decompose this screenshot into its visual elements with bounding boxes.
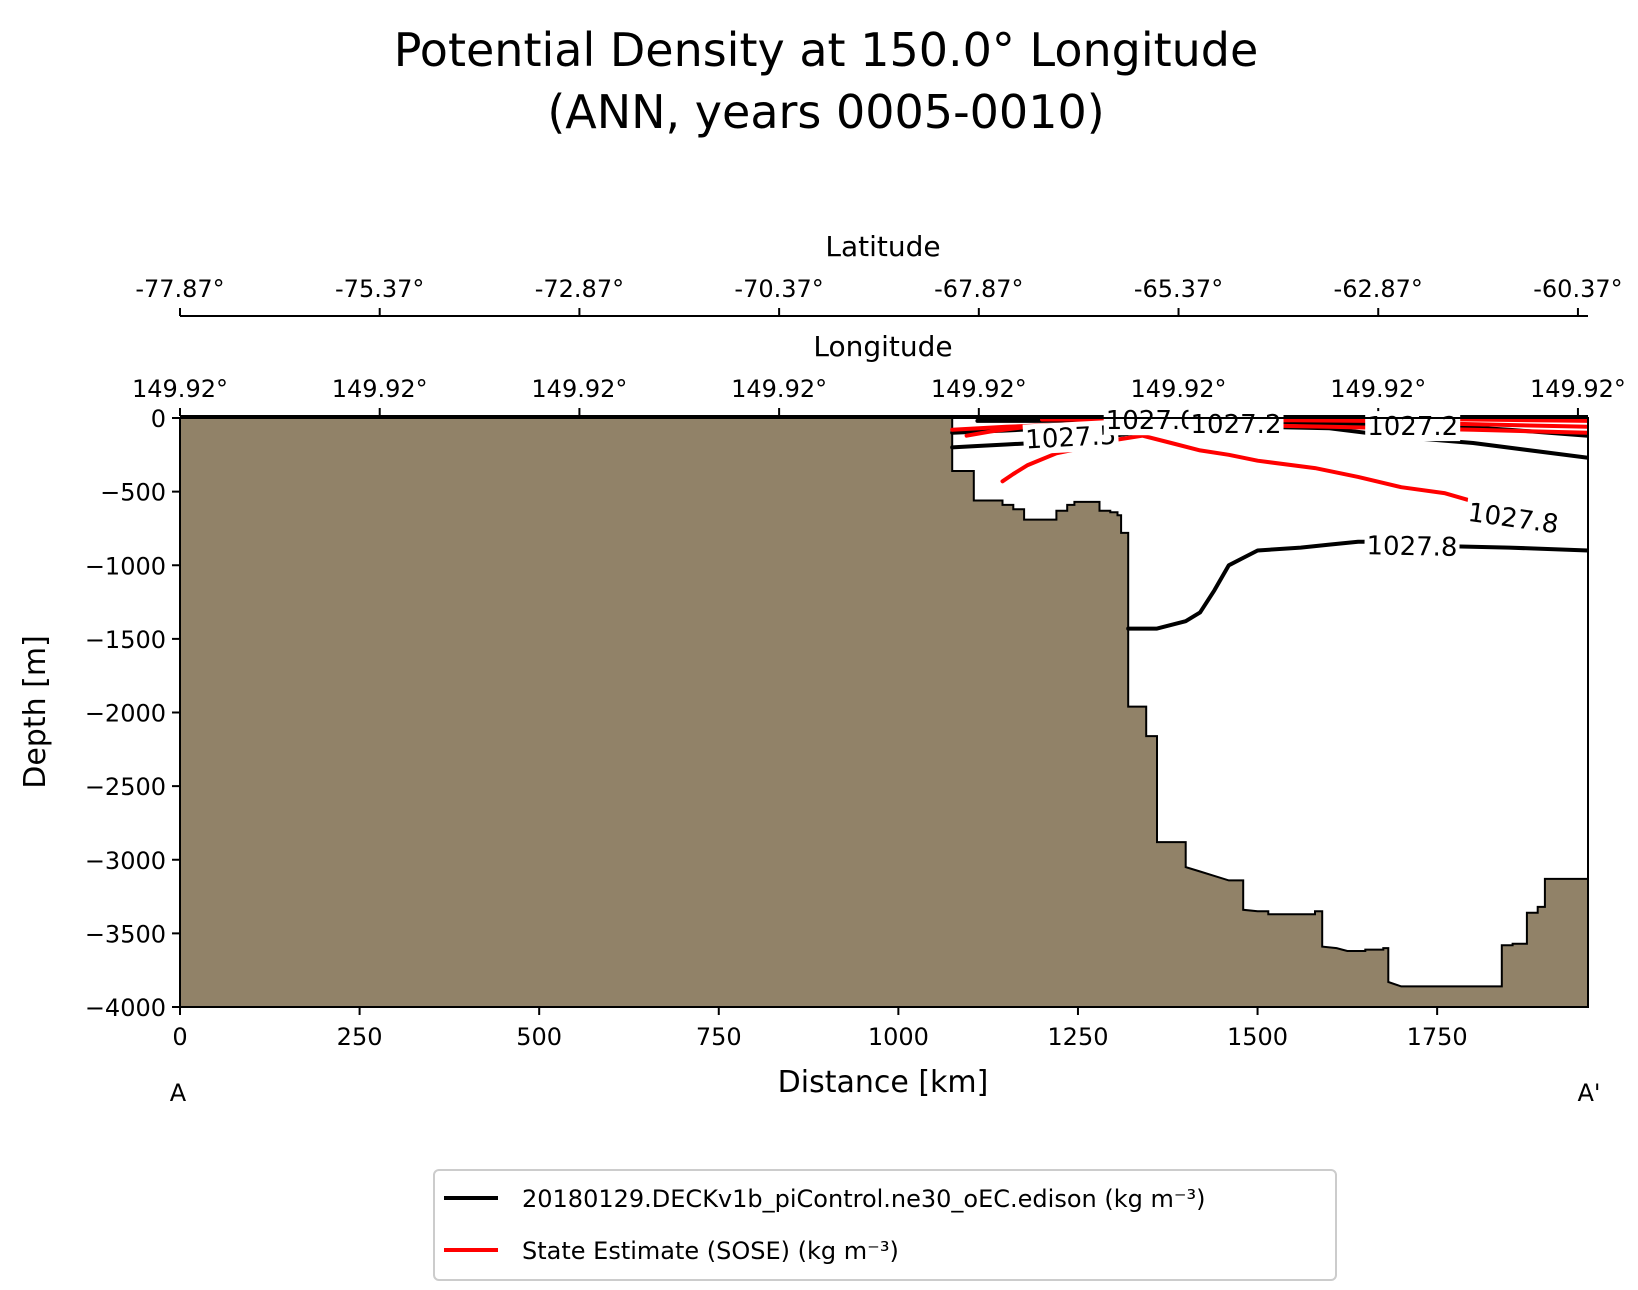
y-tick-label: −500 [100,479,166,507]
longitude-tick-label: 149.92° [332,375,428,403]
contour-label-group: 1027.0 [1103,405,1199,436]
contour-label-group: 1027.2 [1365,411,1461,442]
contour-label-sose-3: 1027.2 [1191,410,1282,440]
longitude-axis-label: Longitude [813,330,952,363]
longitude-tick-label: 149.92° [931,375,1027,403]
y-tick-label: −2500 [85,773,166,801]
longitude-tick-label: 149.92° [132,375,228,403]
contour-label-bg [1022,419,1120,455]
x-axis-ticks: 0 250 500 750 1000 1250 1500 1750 [172,1007,1468,1051]
contour-label-group: 1027.2 [1188,408,1284,440]
contour-label-sose-2: 1027.2 [1367,412,1458,442]
y-tick-label: −1500 [85,626,166,654]
longitude-axis: Longitude 149.92° 149.92° 149.92° 149.92° 14… [132,330,1626,417]
y-tick-label: −2000 [85,700,166,728]
x-tick-label: 750 [696,1023,742,1051]
y-axis-ticks: 0 −500 −1000 −1500 −2000 −2500 −3000 −3500 −4000 [85,405,180,1022]
contour-line-sose-0 [1000,433,1483,506]
x-tick-label: 1000 [868,1023,929,1051]
latitude-tick-label: -77.87° [135,275,224,303]
y-tick-label: 0 [151,405,166,433]
longitude-tick-label: 149.92° [531,375,627,403]
section-start-label: A [170,1079,187,1107]
x-axis-label: Distance [km] [778,1065,989,1100]
y-axis-label: Depth [m] [18,635,53,789]
contour-line-model-0 [1126,539,1588,631]
contour-label-group: 1027.8 [1464,496,1563,540]
contour-label-bg [1188,408,1284,439]
longitude-tick-label: 149.92° [1131,375,1227,403]
contour-label-sose-0: 1027.8 [1466,498,1560,540]
contour-label-bg [1103,405,1199,436]
y-tick-label: −3500 [85,920,166,948]
longitude-tick-label: 149.92° [1530,375,1626,403]
latitude-axis: Latitude -77.87° -75.37° -72.87° -70.37° -67… [135,230,1623,317]
latitude-tick-label: -60.37° [1533,275,1622,303]
contour-label-model-0: 1027.8 [1366,531,1457,563]
y-tick-label: −1000 [85,552,166,580]
y-tick-label: −4000 [85,994,166,1022]
x-tick-label: 0 [172,1023,187,1051]
bathymetry-fill [179,417,1589,1008]
longitude-tick-label: 149.92° [731,375,827,403]
longitude-tick-label: 149.92° [1330,375,1426,403]
contour-label-group: 1027.5 [1022,419,1120,456]
contour-label-bg [1364,530,1460,562]
latitude-tick-label: -62.87° [1334,275,1423,303]
legend-frame [433,1169,1337,1281]
contour-label-bg [1365,411,1461,442]
latitude-tick-label: -72.87° [535,275,624,303]
legend: 20180129.DECKv1b_piControl.ne30_oEC.edis… [433,1169,1337,1281]
latitude-tick-label: -70.37° [734,275,823,303]
latitude-tick-label: -65.37° [1134,275,1223,303]
contour-label-model-3: 1027.0 [1106,406,1197,436]
x-tick-label: 1250 [1047,1023,1108,1051]
latitude-axis-label: Latitude [825,230,940,263]
contour-label-bg [1464,496,1563,540]
chart-title-line1: Potential Density at 150.0° Longitude [394,23,1259,77]
legend-label-sose: State Estimate (SOSE) (kg m⁻³) [522,1237,899,1265]
chart-title-line2: (ANN, years 0005-0010) [547,85,1104,139]
latitude-tick-label: -67.87° [934,275,1023,303]
x-tick-label: 1500 [1227,1023,1288,1051]
x-tick-label: 500 [516,1023,562,1051]
x-tick-label: 250 [337,1023,383,1051]
x-tick-label: 1750 [1407,1023,1468,1051]
contour-label-model-1: 1027.5 [1025,421,1117,456]
y-tick-label: −3000 [85,847,166,875]
legend-label-model: 20180129.DECKv1b_piControl.ne30_oEC.edis… [522,1185,1206,1213]
section-end-label: A' [1577,1079,1600,1107]
contour-label-group: 1027.8 [1364,530,1460,563]
latitude-tick-label: -75.37° [335,275,424,303]
